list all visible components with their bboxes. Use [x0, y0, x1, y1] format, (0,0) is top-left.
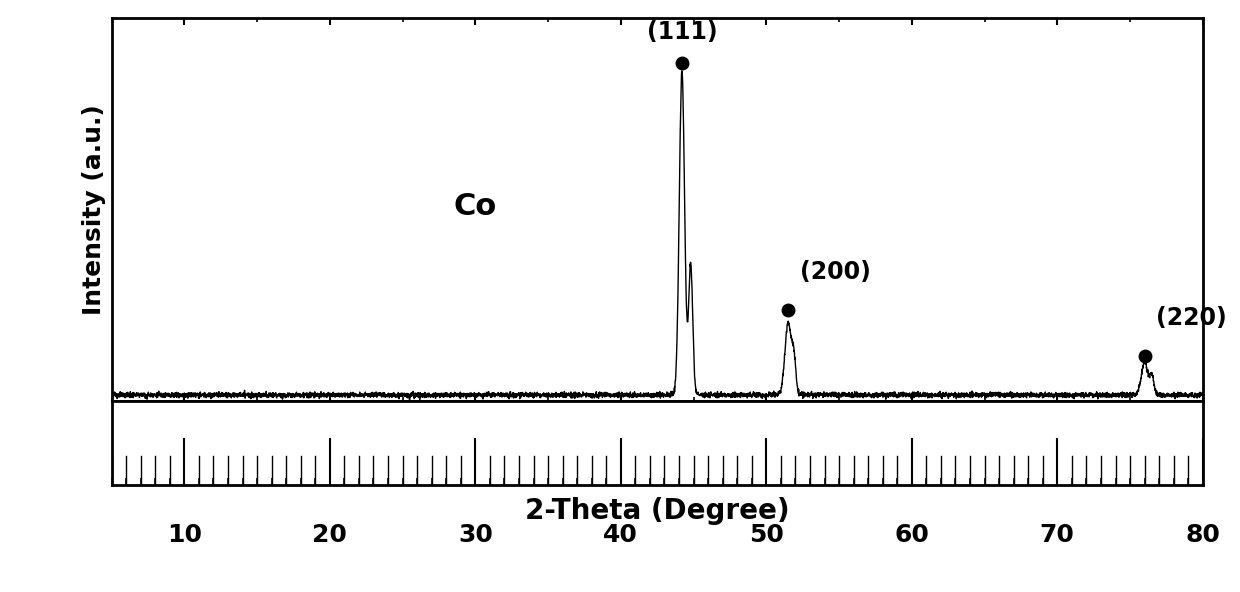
- Text: 10: 10: [167, 523, 202, 547]
- X-axis label: 2-Theta (Degree): 2-Theta (Degree): [525, 497, 790, 525]
- Text: (220): (220): [1156, 306, 1228, 330]
- Text: (111): (111): [646, 20, 717, 44]
- Text: 20: 20: [312, 523, 347, 547]
- Text: 70: 70: [1040, 523, 1075, 547]
- Text: 60: 60: [894, 523, 929, 547]
- Text: 50: 50: [749, 523, 784, 547]
- Text: Co: Co: [454, 192, 497, 221]
- Y-axis label: Intensity (a.u.): Intensity (a.u.): [82, 104, 107, 315]
- Text: 80: 80: [1185, 523, 1220, 547]
- Text: (200): (200): [800, 260, 870, 284]
- Text: 30: 30: [458, 523, 492, 547]
- Text: 40: 40: [604, 523, 639, 547]
